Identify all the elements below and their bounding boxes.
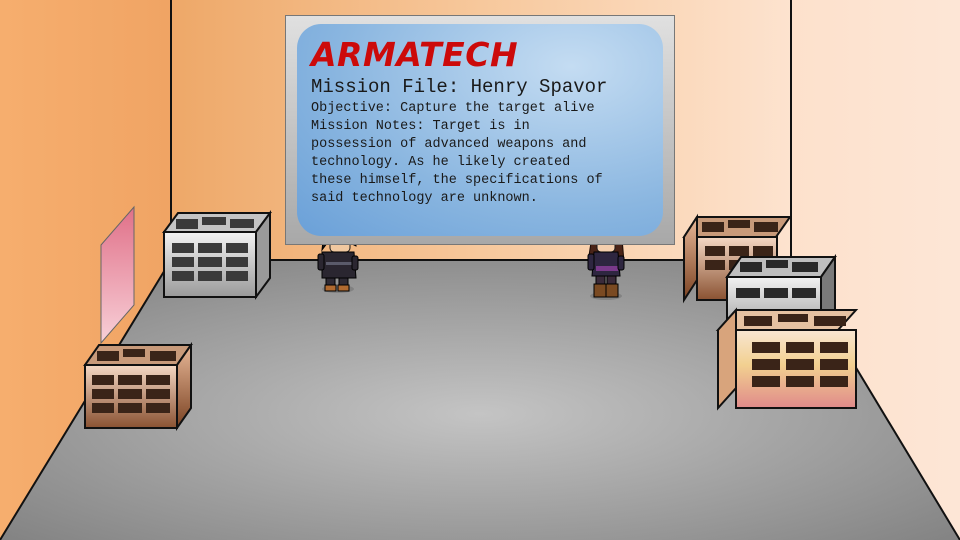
briefing-line-objective: Objective: Capture the target alive [311,101,595,116]
door[interactable] [100,205,135,345]
mission-briefing-screen: ARMATECH Mission File: Henry Spavor Obje… [285,15,675,245]
briefing-line: said technology are unknown. [311,191,538,206]
left-wall [0,0,171,540]
crate-brown-front-left [83,341,193,432]
mission-briefing-text: Objective: Capture the target alive Miss… [311,100,651,208]
briefing-line: possession of advanced weapons and [311,137,587,152]
mission-file-title: Mission File: Henry Spavor [311,76,608,98]
briefing-line: these himself, the specifications of [311,173,603,188]
right-wall [791,0,960,540]
crate-cream-front-right [715,307,859,411]
crate-gray-back-left [162,209,272,301]
briefing-line: Mission Notes: Target is in [311,119,530,134]
armatech-logo-text: ARMATECH [311,35,519,74]
briefing-line: technology. As he likely created [311,155,571,170]
briefing-panel [297,24,663,236]
